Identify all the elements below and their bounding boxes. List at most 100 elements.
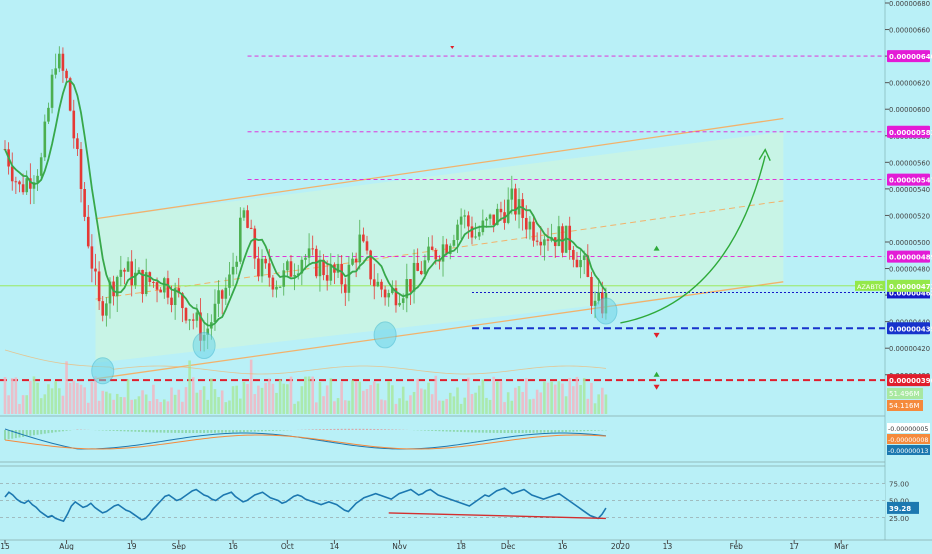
volume-bar: [69, 383, 72, 414]
macd-histogram-bar: [359, 429, 361, 430]
macd-histogram-bar: [113, 430, 115, 431]
macd-histogram-bar: [243, 430, 245, 432]
time-tick-label: 16: [558, 542, 568, 550]
volume-bar: [76, 383, 79, 414]
volume-bar: [521, 392, 524, 414]
candle-body: [409, 279, 412, 291]
macd-histogram-bar: [156, 430, 158, 432]
candle-body: [597, 292, 600, 300]
volume-bar: [51, 388, 54, 414]
macd-histogram-bar: [536, 430, 538, 433]
macd-histogram-bar: [142, 430, 144, 432]
candle-body: [380, 282, 383, 290]
candle-body: [489, 215, 492, 219]
macd-histogram-bar: [460, 430, 462, 432]
candle-body: [290, 261, 293, 276]
macd-histogram-bar: [551, 430, 553, 432]
macd-histogram-bar: [373, 429, 375, 430]
macd-histogram-bar: [485, 430, 487, 433]
volume-bar: [554, 385, 557, 414]
macd-histogram-bar: [377, 429, 379, 430]
candle-body: [463, 215, 466, 216]
macd-histogram-bar: [214, 430, 216, 433]
candle-body: [416, 263, 419, 271]
volume-bar: [206, 400, 209, 414]
candle-body: [427, 247, 430, 261]
candle-body: [358, 235, 361, 263]
volume-bar: [319, 382, 322, 414]
volume-bar: [275, 393, 278, 414]
volume-bar: [58, 388, 61, 414]
candle-body: [156, 282, 159, 290]
macd-histogram-bar: [181, 430, 183, 433]
volume-bar: [134, 399, 137, 414]
volume-bar: [123, 397, 126, 414]
time-tick-label: 13: [663, 542, 673, 550]
volume-bar: [112, 400, 115, 414]
macd-histogram-bar: [221, 430, 223, 433]
candle-body: [460, 217, 463, 225]
macd-histogram-bar: [127, 430, 129, 431]
candle-body: [214, 304, 217, 322]
time-tick-label: 18: [456, 542, 466, 550]
macd-histogram-bar: [163, 430, 165, 433]
macd-histogram-bar: [344, 429, 346, 430]
volume-bar: [47, 384, 50, 414]
volume-bar: [159, 402, 162, 414]
candle-body: [62, 54, 65, 71]
macd-histogram-bar: [446, 430, 448, 431]
macd-histogram-bar: [496, 430, 498, 433]
macd-histogram-bar: [543, 430, 545, 433]
candle-body: [431, 247, 434, 250]
candle-body: [40, 157, 43, 176]
volume-bar: [601, 388, 604, 414]
volume-bar: [449, 393, 452, 414]
volume-bar: [304, 377, 307, 414]
volume-bar: [268, 379, 271, 414]
candle-body: [420, 271, 423, 274]
volume-bar: [427, 383, 430, 414]
volume-bar: [605, 394, 608, 414]
candle-body: [434, 250, 437, 259]
volume-bar: [568, 378, 571, 414]
macd-histogram-bar: [558, 430, 560, 432]
volume-bar: [250, 360, 253, 414]
volume-bar: [576, 377, 579, 414]
macd-histogram-bar: [529, 430, 531, 433]
candle-body: [228, 274, 231, 287]
rsi-value-tag-label: 39.28: [889, 505, 911, 513]
macd-histogram-bar: [431, 430, 433, 431]
candle-body: [304, 258, 307, 260]
volume-bar: [232, 386, 235, 414]
candle-body: [579, 260, 582, 267]
macd-histogram-bar: [500, 430, 502, 433]
macd-histogram-bar: [203, 430, 205, 433]
candle-body: [474, 237, 477, 238]
candle-body: [65, 71, 68, 78]
candle-body: [15, 181, 18, 182]
volume-bar: [62, 396, 65, 414]
candle-body: [127, 261, 130, 271]
volume-bar: [344, 400, 347, 414]
price-tick-label: 0.00000480: [889, 266, 930, 274]
volume-bar: [391, 385, 394, 414]
volume-bar: [507, 392, 510, 414]
volume-bar: [120, 397, 123, 414]
volume-bar: [315, 402, 318, 414]
time-tick-label: Nov: [392, 542, 407, 550]
macd-histogram-bar: [493, 430, 495, 433]
volume-bar: [355, 381, 358, 414]
macd-histogram-bar: [319, 429, 321, 430]
price-tick-label: 0.00000520: [889, 212, 930, 220]
candle-body: [261, 259, 264, 276]
volume-bar: [188, 360, 191, 414]
candle-body: [384, 290, 387, 298]
candle-body: [330, 264, 333, 280]
candle-body: [282, 270, 285, 286]
volume-bar: [471, 394, 474, 414]
candle-body: [47, 108, 50, 122]
volume-bar: [565, 396, 568, 414]
volume-bar: [65, 361, 68, 414]
volume-bar: [101, 391, 104, 414]
